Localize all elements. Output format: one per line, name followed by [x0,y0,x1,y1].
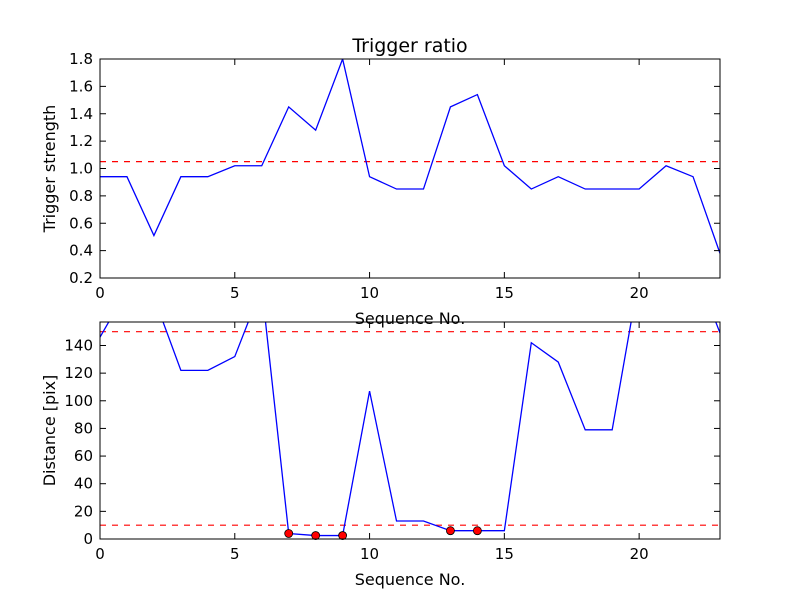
series-line-1 [100,322,720,537]
y-tick-label: 100 [64,392,93,410]
series-line-1 [100,59,720,254]
data-point-marker [284,529,294,538]
y-tick-label: 80 [74,419,93,437]
y-tick-label: 1.0 [69,160,93,178]
data-point-marker [311,531,321,540]
y-tick-label: 140 [64,336,93,354]
data-point-marker [472,526,482,536]
axes-frame [99,58,721,279]
y-tick-label: 0 [83,530,93,548]
x-tick-label: 10 [360,284,379,302]
data-point-marker [338,531,348,540]
y-tick-label: 120 [64,364,93,382]
y-axis-label: Distance [pix] [40,375,59,487]
x-tick-label: 20 [630,545,649,563]
x-tick-label: 10 [360,545,379,563]
x-tick-label: 0 [95,545,105,563]
y-tick-label: 20 [74,502,93,520]
chart-panel-2: 0 5 10 15 20 0 20 40 60 80 100 120 140 Sequence No. Di… [40,321,721,589]
plot-area-2 [100,322,720,537]
x-axis-label: Sequence No. [355,570,466,589]
chart-title: Trigger ratio [351,35,467,57]
y-tick-label: 0.8 [69,187,93,205]
x-tick-label: 15 [495,284,514,302]
x-tick-label: 5 [230,545,240,563]
chart-panel-1: 0 5 10 15 20 0.2 0.4 0.6 0.8 1.0 1.2 1.4 1.6 1.8 Seque… [40,35,721,328]
data-point-marker [446,526,455,536]
y-tick-label: 1.8 [69,50,93,68]
x-axis-label: Sequence No. [355,309,466,328]
y-tick-label: 60 [74,447,93,465]
x-tick-label: 15 [495,545,514,563]
y-tick-label: 0.4 [69,242,93,260]
y-tick-label: 0.6 [69,214,93,232]
y-tick-label: 1.2 [69,132,93,150]
y-tick-label: 40 [74,475,93,493]
x-tick-label: 0 [95,284,105,302]
axes-frame [99,321,721,540]
x-tick-label: 5 [230,284,240,302]
y-tick-label: 0.2 [69,269,93,287]
y-axis-label: Trigger strength [40,105,59,234]
x-tick-label: 20 [630,284,649,302]
plot-area-1 [100,59,720,254]
y-tick-label: 1.6 [69,77,93,95]
y-tick-label: 1.4 [69,105,93,123]
